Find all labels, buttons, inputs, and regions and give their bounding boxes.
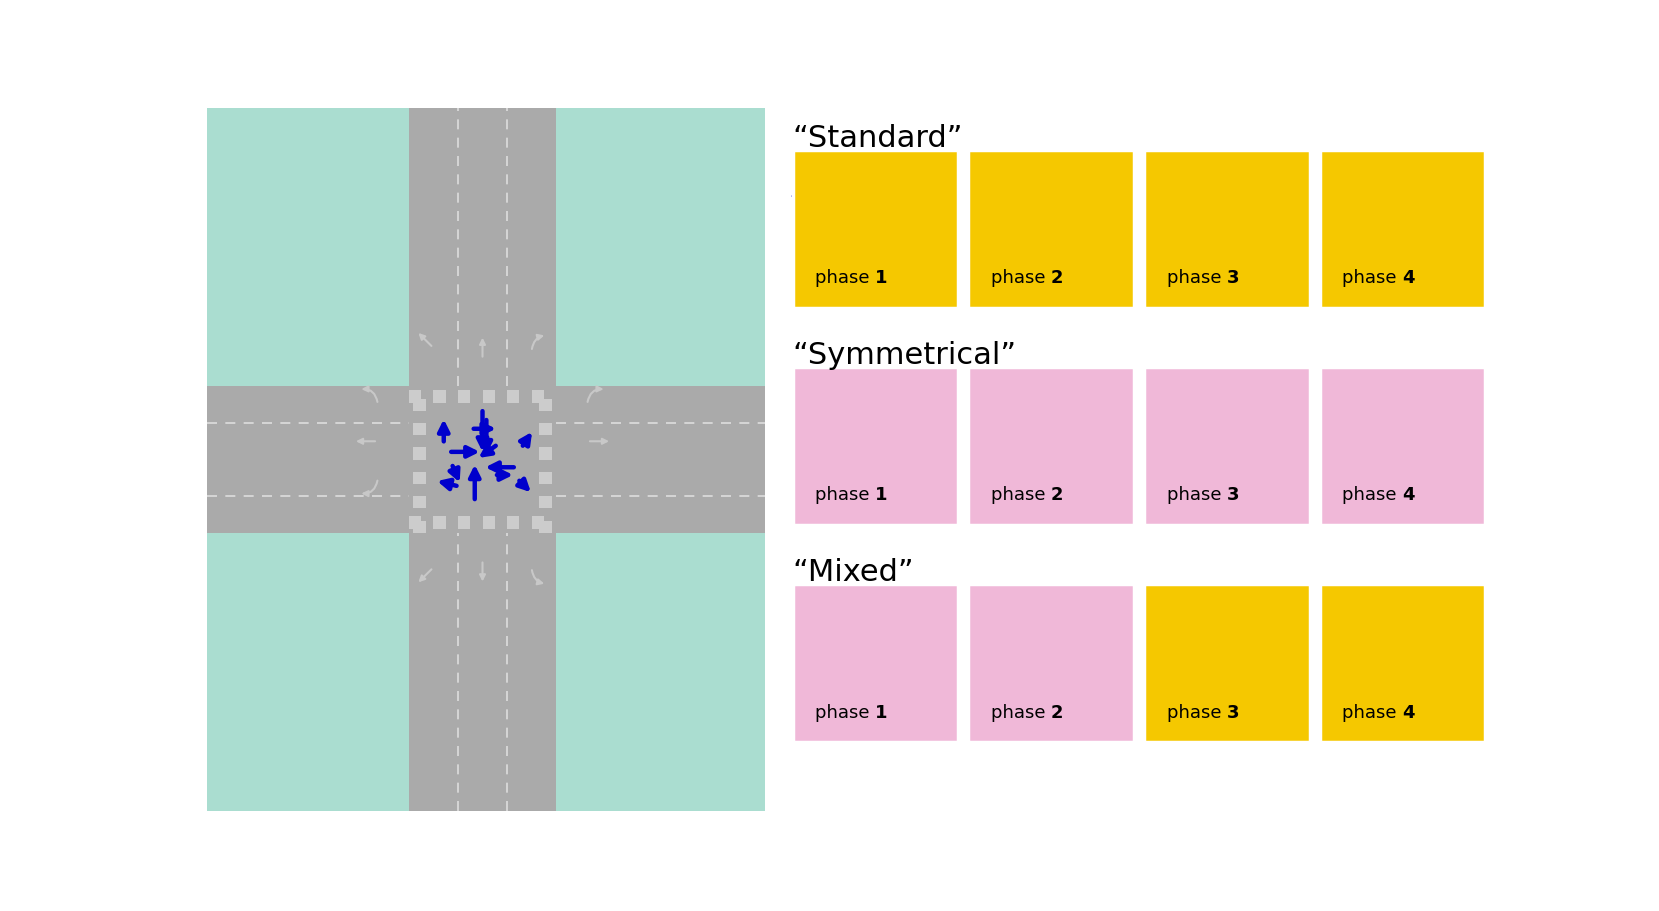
Text: phase: phase [990, 486, 1052, 504]
Bar [1319, 368, 1485, 526]
Bar [408, 391, 421, 404]
Bar [483, 517, 494, 529]
Bar [413, 472, 426, 485]
Bar [531, 517, 544, 529]
Bar [408, 517, 421, 529]
Text: phase: phase [1342, 702, 1402, 721]
Bar [483, 391, 494, 404]
Bar [413, 399, 426, 412]
Bar [793, 368, 959, 526]
Text: phase: phase [990, 269, 1052, 287]
Bar [433, 391, 446, 404]
Text: phase: phase [1166, 702, 1226, 721]
Bar [969, 585, 1133, 742]
Bar [556, 109, 765, 387]
Bar [413, 424, 426, 435]
Bar [458, 391, 469, 404]
Text: 2: 2 [1052, 486, 1063, 504]
Text: “Mixed”: “Mixed” [793, 558, 914, 586]
Bar [508, 517, 519, 529]
Bar [531, 391, 544, 404]
Bar [539, 521, 552, 533]
Bar [458, 517, 469, 529]
Bar [1145, 585, 1309, 742]
Bar [433, 517, 446, 529]
Text: phase: phase [990, 702, 1052, 721]
Text: 4: 4 [1402, 486, 1415, 504]
Text: phase: phase [1342, 269, 1402, 287]
Text: phase: phase [815, 486, 876, 504]
Bar [539, 448, 552, 460]
Text: phase: phase [1342, 486, 1402, 504]
Bar [1145, 151, 1309, 309]
Bar [556, 533, 765, 811]
Text: phase: phase [1166, 486, 1226, 504]
Text: 1: 1 [876, 269, 888, 287]
Text: 2: 2 [1052, 702, 1063, 721]
Text: 3: 3 [1226, 702, 1239, 721]
Bar [1145, 368, 1309, 526]
Bar [1319, 151, 1485, 309]
Text: 3: 3 [1226, 269, 1239, 287]
Bar [539, 472, 552, 485]
Text: phase: phase [1166, 269, 1226, 287]
Polygon shape [207, 109, 765, 811]
Bar [413, 448, 426, 460]
Text: phase: phase [815, 269, 876, 287]
Text: “Standard”: “Standard” [793, 123, 962, 152]
Bar [207, 109, 408, 387]
Text: “Symmetrical”: “Symmetrical” [793, 341, 1017, 369]
Text: 3: 3 [1226, 486, 1239, 504]
Bar [969, 151, 1133, 309]
Text: 1: 1 [876, 702, 888, 721]
Bar [413, 521, 426, 533]
Text: 2: 2 [1052, 269, 1063, 287]
Bar [539, 424, 552, 435]
Bar [508, 391, 519, 404]
Bar [1319, 585, 1485, 742]
Bar [969, 368, 1133, 526]
Text: 4: 4 [1402, 702, 1415, 721]
Bar [539, 399, 552, 412]
Text: 4: 4 [1402, 269, 1415, 287]
Bar [539, 496, 552, 508]
Bar [413, 496, 426, 508]
Bar [793, 585, 959, 742]
Text: phase: phase [815, 702, 876, 721]
Text: 1: 1 [876, 486, 888, 504]
Bar [793, 151, 959, 309]
Bar [408, 109, 556, 811]
Bar [207, 533, 408, 811]
Bar [207, 387, 765, 533]
